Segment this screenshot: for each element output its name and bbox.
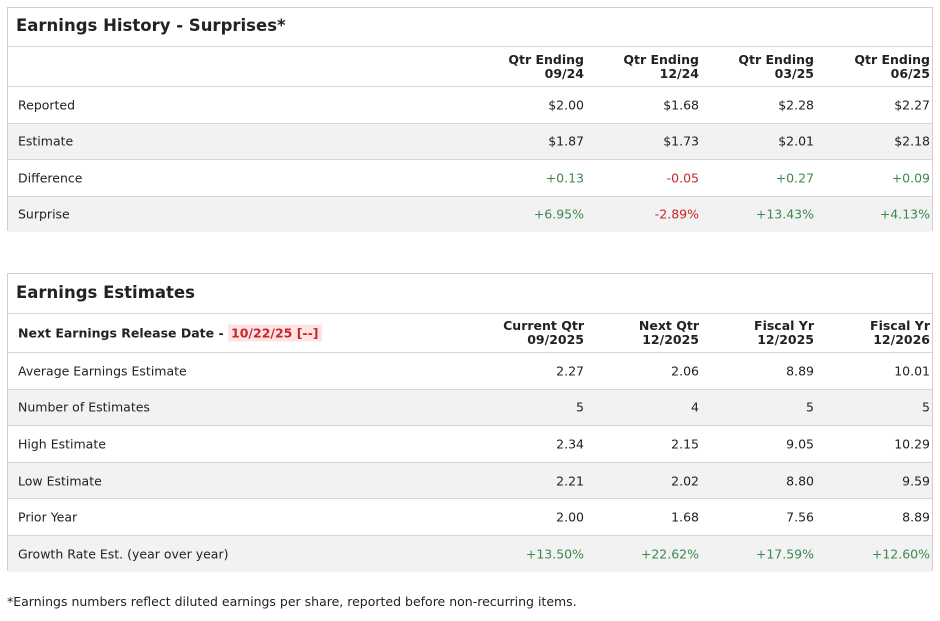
table-row: Growth Rate Est. (year over year) +13.50%…	[8, 535, 932, 572]
value-cell: -0.05	[666, 170, 699, 186]
table-row: Low Estimate 2.21 2.02 8.80 9.59	[8, 461, 932, 499]
table-row: High Estimate 2.34 2.15 9.05 10.29	[8, 425, 932, 462]
value-cell: 2.34	[556, 436, 584, 452]
value-cell: 2.27	[556, 363, 584, 379]
table-row: Number of Estimates 5 4 5 5	[8, 388, 932, 426]
table-row: Difference +0.13 -0.05 +0.27 +0.09	[8, 159, 932, 196]
table-row: Surprise +6.95% -2.89% +13.43% +4.13%	[8, 195, 932, 232]
column-header-top: Qtr Ending	[738, 51, 814, 67]
value-cell: 4	[691, 399, 699, 415]
release-label: Next Earnings Release Date -	[18, 325, 224, 341]
column-header: Qtr Ending 09/24	[508, 51, 584, 81]
value-cell: $2.18	[894, 133, 930, 149]
release-date: 10/22/25 [--]	[228, 324, 322, 342]
row-label: Number of Estimates	[18, 399, 150, 415]
row-label: Difference	[18, 170, 83, 186]
value-cell: 8.80	[786, 473, 814, 489]
table-row: Reported $2.00 $1.68 $2.28 $2.27	[8, 86, 932, 123]
column-header-top: Qtr Ending	[854, 51, 930, 67]
value-cell: +17.59%	[755, 546, 814, 562]
footnote: *Earnings numbers reflect diluted earnin…	[7, 594, 577, 609]
column-header-bottom: 12/2026	[873, 332, 930, 347]
row-label: Estimate	[18, 133, 74, 149]
value-cell: $2.28	[778, 97, 814, 113]
row-label: Reported	[18, 97, 76, 113]
header-row: Qtr Ending 09/24 Qtr Ending 12/24 Qtr Ending…	[8, 46, 932, 86]
value-cell: $2.01	[778, 133, 814, 149]
column-header: Next Qtr 12/2025	[639, 319, 699, 347]
column-header: Qtr Ending 03/25	[738, 51, 814, 81]
column-header-bottom: 06/25	[890, 65, 930, 81]
value-cell: 5	[922, 399, 930, 415]
column-header-bottom: 12/2025	[757, 332, 814, 347]
value-cell: +22.62%	[640, 546, 699, 562]
column-header-bottom: 09/24	[544, 65, 584, 81]
column-header-top: Current Qtr	[503, 318, 584, 333]
value-cell: 8.89	[786, 363, 814, 379]
row-label: Prior Year	[18, 509, 78, 525]
header-row: Next Earnings Release Date - 10/22/25 [-…	[8, 313, 932, 352]
row-label: Growth Rate Est. (year over year)	[18, 546, 229, 562]
value-cell: +0.13	[545, 170, 584, 186]
row-label: Surprise	[18, 206, 70, 222]
value-cell: 10.01	[894, 363, 930, 379]
table-row: Average Earnings Estimate 2.27 2.06 8.89 10.…	[8, 352, 932, 389]
release-info: Next Earnings Release Date - 10/22/25 [-…	[18, 324, 322, 342]
column-header-bottom: 03/25	[774, 65, 814, 81]
column-header-bottom: 09/2025	[527, 332, 584, 347]
value-cell: $1.87	[548, 133, 584, 149]
value-cell: +13.43%	[755, 206, 814, 222]
column-header: Fiscal Yr 12/2026	[870, 319, 930, 347]
column-header-bottom: 12/2025	[642, 332, 699, 347]
column-header-top: Qtr Ending	[623, 51, 699, 67]
value-cell: 1.68	[671, 509, 699, 525]
column-header: Qtr Ending 06/25	[854, 51, 930, 81]
value-cell: 10.29	[894, 436, 930, 452]
column-header-top: Next Qtr	[638, 318, 699, 333]
value-cell: +12.60%	[871, 546, 930, 562]
table-title: Earnings Estimates	[16, 282, 195, 302]
value-cell: $1.68	[663, 97, 699, 113]
value-cell: 2.02	[671, 473, 699, 489]
value-cell: $1.73	[663, 133, 699, 149]
table-row: Estimate $1.87 $1.73 $2.01 $2.18	[8, 122, 932, 159]
value-cell: 9.59	[902, 473, 930, 489]
table-title: Earnings History - Surprises*	[16, 16, 286, 35]
value-cell: +4.13%	[879, 206, 930, 222]
column-header: Qtr Ending 12/24	[623, 51, 699, 81]
value-cell: 5	[806, 399, 814, 415]
column-header: Current Qtr 09/2025	[503, 319, 584, 347]
value-cell: +0.27	[775, 170, 814, 186]
row-label: High Estimate	[18, 436, 106, 452]
value-cell: 5	[576, 399, 584, 415]
value-cell: +13.50%	[525, 546, 584, 562]
row-label: Low Estimate	[18, 473, 102, 489]
column-header: Fiscal Yr 12/2025	[754, 319, 814, 347]
table: Earnings History - Surprises* Qtr Ending 0…	[7, 7, 933, 232]
value-cell: 8.89	[902, 509, 930, 525]
row-label: Average Earnings Estimate	[18, 363, 187, 379]
value-cell: 9.05	[786, 436, 814, 452]
column-header-bottom: 12/24	[659, 65, 699, 81]
value-cell: +6.95%	[533, 206, 584, 222]
value-cell: $2.00	[548, 97, 584, 113]
value-cell: $2.27	[894, 97, 930, 113]
value-cell: 2.21	[556, 473, 584, 489]
table-row: Prior Year 2.00 1.68 7.56 8.89	[8, 498, 932, 535]
value-cell: +0.09	[891, 170, 930, 186]
column-header-top: Fiscal Yr	[870, 318, 930, 333]
table: Earnings Estimates Next Earnings Release …	[7, 273, 933, 572]
column-header-top: Qtr Ending	[508, 51, 584, 67]
value-cell: 2.06	[671, 363, 699, 379]
value-cell: 2.00	[556, 509, 584, 525]
value-cell: -2.89%	[654, 206, 699, 222]
value-cell: 7.56	[786, 509, 814, 525]
value-cell: 2.15	[671, 436, 699, 452]
column-header-top: Fiscal Yr	[754, 318, 814, 333]
